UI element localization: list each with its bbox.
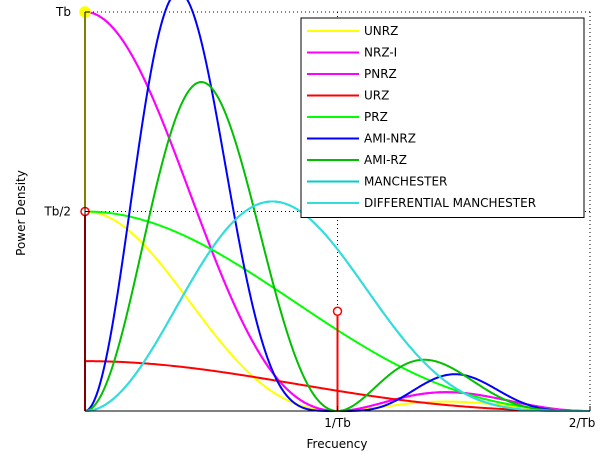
legend-label-7: AMI-RZ [364,153,407,167]
series-line-9 [84,200,590,412]
legend-label-4: URZ [364,89,389,103]
y-tick-label-1: Tb/2 [43,205,71,219]
legend-label-5: PRZ [364,110,388,124]
tick-labels: 1/Tb 2/Tb Tb/2 Tb [43,5,595,430]
legend-label-6: AMI-NRZ [364,132,416,146]
y-axis-label: Power Density [14,170,28,256]
y-tick-label-2: Tb [55,5,71,19]
x-axis-label: Frecuency [307,437,368,451]
x-tick-label-2: 2/Tb [569,416,596,430]
legend: UNRZ NRZ-I PNRZ URZ PRZ AMI-NRZ AMI-RZ MANCHEST… [300,17,585,218]
legend-label-2: NRZ-I [364,46,397,60]
legend-label-3: PNRZ [364,67,397,81]
legend-label-9: DIFFERENTIAL MANCHESTER [364,196,536,210]
legend-label-8: MANCHESTER [364,175,447,189]
impulse-marker-3 [332,306,343,316]
x-tick-label-1: 1/Tb [324,416,351,430]
legend-label-1: UNRZ [364,24,398,38]
